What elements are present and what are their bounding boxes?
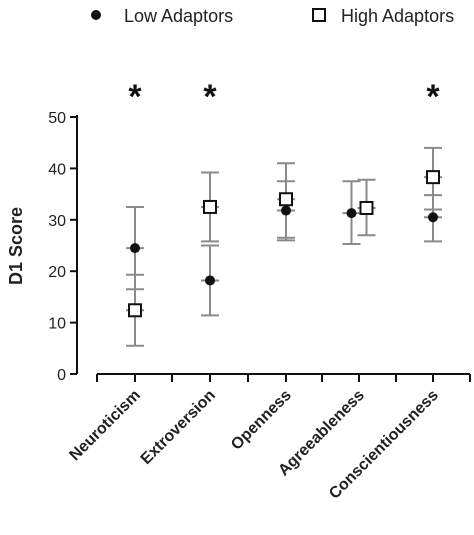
- y-tick-label: 30: [48, 213, 66, 230]
- data-point-high-adaptors: [279, 192, 293, 207]
- y-tick-label: 50: [48, 110, 66, 127]
- data-point-low-adaptors: [346, 208, 357, 219]
- data-point-high-adaptors: [359, 200, 374, 215]
- legend-marker-high-adaptors: [312, 8, 326, 22]
- legend-label-high-adaptors: High Adaptors: [341, 6, 454, 26]
- x-tick-label: Neuroticism: [66, 387, 143, 464]
- y-tick-label: 10: [48, 316, 66, 333]
- data-point-low-adaptors: [281, 205, 291, 216]
- y-tick-label: 0: [57, 367, 66, 384]
- data-point-low-adaptors: [130, 243, 140, 254]
- x-tick-label: Openness: [228, 387, 295, 454]
- y-axis-label: D1 Score: [6, 207, 26, 285]
- data-point-high-adaptors: [426, 170, 440, 185]
- legend-marker-low-adaptors: [91, 10, 101, 20]
- y-tick-label: 40: [48, 161, 66, 178]
- data-point-low-adaptors: [428, 212, 438, 223]
- y-tick-label: 20: [48, 264, 66, 281]
- data-point-high-adaptors: [128, 303, 142, 318]
- significance-star: *: [203, 78, 217, 116]
- data-point-high-adaptors: [203, 199, 217, 214]
- x-tick-label: Extroversion: [138, 387, 219, 468]
- significance-star: *: [426, 78, 440, 116]
- legend: Low Adaptors High Adaptors: [91, 6, 454, 26]
- significance-star: *: [128, 78, 142, 116]
- data-point-low-adaptors: [205, 275, 215, 286]
- legend-label-low-adaptors: Low Adaptors: [124, 6, 233, 26]
